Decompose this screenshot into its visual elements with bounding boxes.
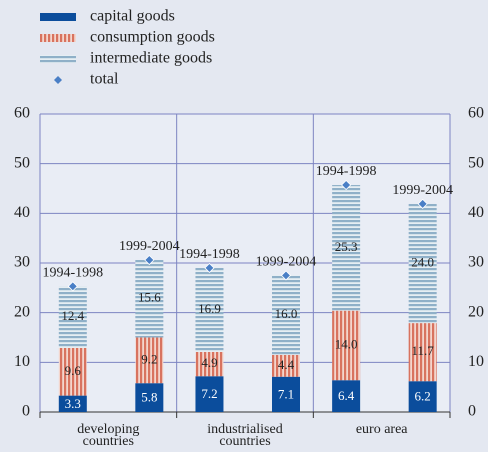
y-tick-label: 30 xyxy=(14,254,30,271)
total-marker xyxy=(280,270,292,281)
x-group-label-line: countries xyxy=(219,434,270,449)
bar-segment xyxy=(195,376,224,412)
y2-tick-label: 60 xyxy=(468,105,484,122)
bar-segment xyxy=(332,380,361,412)
value-label: 4.4 xyxy=(278,357,295,372)
legend-swatch xyxy=(40,13,76,21)
bar-segment xyxy=(135,383,164,412)
y2-tick-label: 0 xyxy=(468,403,476,420)
x-group-label-line: euro area xyxy=(356,422,408,437)
y2-tick-label: 50 xyxy=(468,154,484,171)
legend-label: capital goods xyxy=(90,8,175,25)
x-group-label: developing countries xyxy=(77,422,139,449)
period-label: 1999-2004 xyxy=(392,183,453,198)
bar-segment xyxy=(58,286,87,348)
value-label: 7.2 xyxy=(201,386,217,401)
value-label: 14.0 xyxy=(335,336,358,351)
bar-segment xyxy=(272,354,300,377)
x-group-label-line: developing xyxy=(77,422,139,437)
x-group-label-line: industrialised xyxy=(207,422,282,437)
value-label: 6.2 xyxy=(415,389,431,404)
bar-segment xyxy=(195,267,224,352)
value-label: 9.2 xyxy=(141,351,157,366)
period-label: 1994-1998 xyxy=(42,266,103,281)
bar-segment xyxy=(135,337,164,384)
total-marker xyxy=(204,262,215,274)
legend-swatch xyxy=(40,55,76,63)
value-label: 6.4 xyxy=(338,388,355,403)
value-label: 7.1 xyxy=(278,386,294,401)
y-tick-label: 60 xyxy=(14,105,30,122)
value-label: 11.7 xyxy=(412,343,435,358)
legend-label: consumption goods xyxy=(90,29,215,46)
bar-segment xyxy=(332,310,361,381)
bar-segment xyxy=(408,203,437,324)
x-group-label: euro area xyxy=(356,422,408,437)
bar-segment xyxy=(58,395,87,412)
value-label: 25.3 xyxy=(335,239,358,254)
legend-label: intermediate goods xyxy=(90,50,212,67)
period-label: 1994-1998 xyxy=(179,247,240,262)
y-tick-label: 40 xyxy=(14,204,30,221)
bar-segment xyxy=(332,185,361,311)
value-label: 4.9 xyxy=(201,355,217,370)
y2-tick-label: 30 xyxy=(468,254,484,271)
y-tick-label: 0 xyxy=(22,403,30,420)
legend-label: total xyxy=(90,71,119,88)
total-marker xyxy=(417,198,428,209)
bar-segment xyxy=(272,376,300,412)
value-label: 15.6 xyxy=(138,290,161,305)
bar-segment xyxy=(135,260,164,338)
y2-tick-label: 40 xyxy=(468,204,484,221)
y2-tick-label: 10 xyxy=(468,353,484,370)
y-tick-label: 50 xyxy=(14,154,30,171)
bar-segment xyxy=(195,351,224,377)
y2-tick-label: 20 xyxy=(468,303,484,320)
x-group-label-line: countries xyxy=(83,434,134,449)
period-label: 1999-2004 xyxy=(119,239,180,254)
bar-segment xyxy=(408,381,437,412)
total-marker xyxy=(67,281,78,292)
y-tick-label: 10 xyxy=(14,353,30,370)
period-label: 1999-2004 xyxy=(256,255,317,270)
value-label: 5.8 xyxy=(141,390,157,405)
x-group-label: industrialised countries xyxy=(207,422,282,449)
bar-segment xyxy=(272,275,300,355)
period-label: 1994-1998 xyxy=(316,164,377,179)
value-label: 9.6 xyxy=(65,363,82,378)
legend-swatch xyxy=(40,34,76,42)
value-label: 16.0 xyxy=(275,306,298,321)
total-marker xyxy=(341,179,352,191)
value-label: 12.4 xyxy=(61,308,84,323)
value-label: 24.0 xyxy=(411,254,434,269)
total-marker xyxy=(144,254,155,266)
bar-segment xyxy=(408,323,437,382)
bar-segment xyxy=(58,347,87,396)
legend-marker xyxy=(54,76,62,84)
value-label: 3.3 xyxy=(65,396,81,411)
value-label: 16.9 xyxy=(198,301,221,316)
y-tick-label: 20 xyxy=(14,303,30,320)
